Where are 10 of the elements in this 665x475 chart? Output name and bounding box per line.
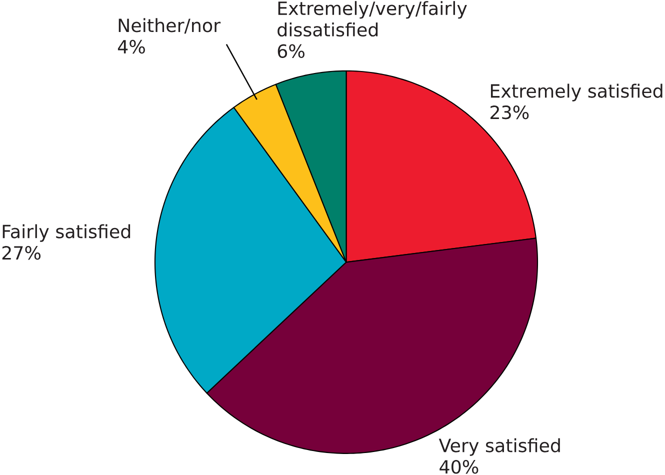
data-label: 6% [278,44,304,58]
data-label: 40% [440,460,478,474]
data-label: 23% [490,106,529,120]
slice-label: Very satisfied [438,438,560,456]
slice-label: Extremely/very/fairly dissatisfied [278,1,467,37]
slice-label: Fairly satisfied [2,224,130,242]
data-label: 4% [118,40,145,54]
slice-label: Extremely satisfied [490,84,662,102]
data-label: 27% [2,246,41,260]
slice-label: Neither/nor [118,18,221,34]
